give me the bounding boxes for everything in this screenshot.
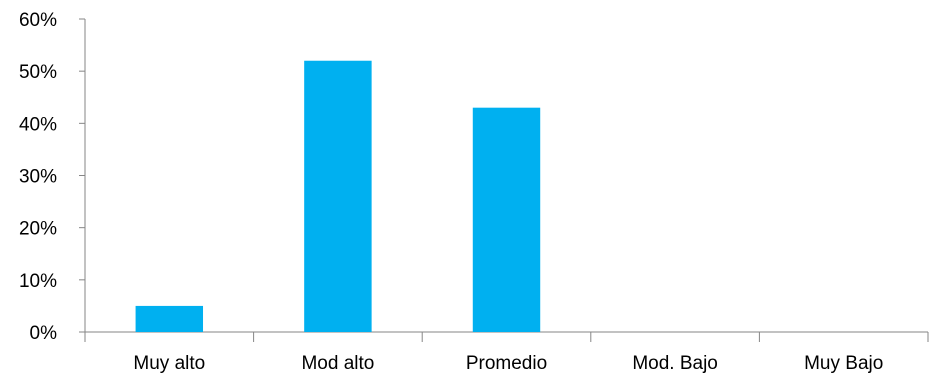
x-tick-label: Mod alto: [301, 353, 374, 374]
y-axis: 0% 10% 20% 30% 40% 50% 60%: [19, 10, 86, 344]
y-tick-label: 40%: [19, 114, 57, 135]
y-tick-label: 50%: [19, 62, 57, 83]
y-tick-label: 0%: [30, 323, 58, 344]
bar-muy-alto: [135, 305, 204, 332]
bar-promedio: [472, 107, 541, 332]
x-tick-label: Promedio: [466, 353, 547, 374]
x-tick-label: Muy alto: [133, 353, 205, 374]
bars: [135, 60, 541, 332]
bar-mod-alto: [304, 60, 372, 332]
y-tick-label: 30%: [19, 167, 57, 188]
y-tick-label: 20%: [19, 219, 57, 240]
y-tick-label: 60%: [19, 10, 57, 31]
x-tick-label: Mod. Bajo: [632, 353, 718, 374]
x-axis: Muy alto Mod alto Promedio Mod. Bajo Muy Baj…: [84, 331, 929, 374]
y-tick-label: 10%: [19, 271, 57, 292]
x-tick-label: Muy Bajo: [804, 353, 883, 374]
